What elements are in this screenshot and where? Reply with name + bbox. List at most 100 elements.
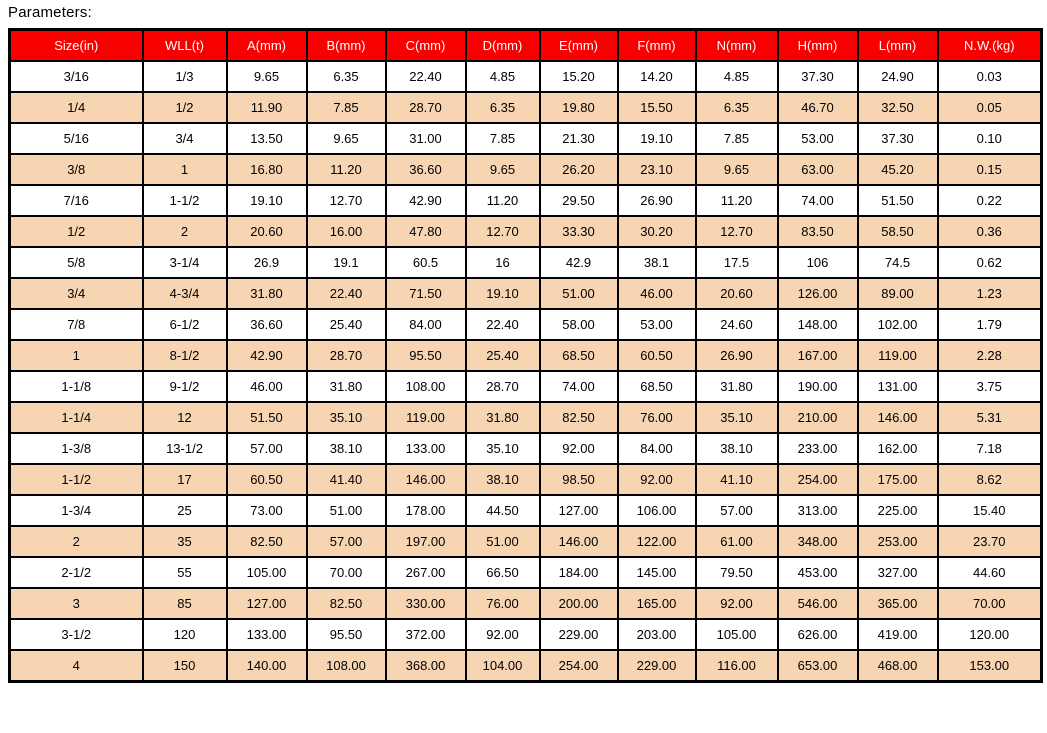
table-cell: 116.00	[694, 649, 779, 683]
table-cell: 254.00	[538, 649, 619, 683]
table-cell: 7/16	[8, 184, 144, 217]
table-cell: 28.70	[384, 91, 467, 124]
table-cell: 3/16	[8, 60, 144, 93]
table-cell: 126.00	[776, 277, 859, 310]
table-cell: 25.40	[464, 339, 541, 372]
table-cell: 84.00	[384, 308, 467, 341]
table-cell: 31.00	[384, 122, 467, 155]
table-cell: 44.50	[464, 494, 541, 527]
table-cell: 0.36	[936, 215, 1043, 248]
table-cell: 3	[8, 587, 144, 620]
table-cell: 82.50	[538, 401, 619, 434]
table-cell: 23.70	[936, 525, 1043, 558]
table-cell: 453.00	[776, 556, 859, 589]
table-cell: 38.10	[305, 432, 387, 465]
table-cell: 21.30	[538, 122, 619, 155]
table-cell: 35	[141, 525, 228, 558]
table-cell: 35.10	[694, 401, 779, 434]
table-cell: 546.00	[776, 587, 859, 620]
header-cell: E(mm)	[538, 28, 619, 62]
table-cell: 71.50	[384, 277, 467, 310]
header-cell: N.W.(kg)	[936, 28, 1043, 62]
table-cell: 26.90	[694, 339, 779, 372]
table-row: 4 150 140.00 108.00 368.00 104.00 254.00 229.00…	[8, 649, 1043, 683]
table-cell: 26.20	[538, 153, 619, 186]
table-cell: 92.00	[616, 463, 697, 496]
table-cell: 25	[141, 494, 228, 527]
table-cell: 7/8	[8, 308, 144, 341]
table-cell: 58.50	[856, 215, 939, 248]
table-cell: 83.50	[776, 215, 859, 248]
table-row: 2-1/2 55 105.00 70.00 267.00 66.50 184.00 145.0…	[8, 556, 1043, 589]
table-cell: 63.00	[776, 153, 859, 186]
table-cell: 7.18	[936, 432, 1043, 465]
table-row: 1/4 1/2 11.90 7.85 28.70 6.35 19.80 15.50 6.35 46…	[8, 91, 1043, 124]
table-cell: 146.00	[856, 401, 939, 434]
table-body: 3/16 1/3 9.65 6.35 22.40 4.85 15.20 14.20 4.85 37…	[8, 60, 1043, 683]
table-cell: 25.40	[305, 308, 387, 341]
table-cell: 127.00	[538, 494, 619, 527]
table-cell: 9-1/2	[141, 370, 228, 403]
table-cell: 1-1/2	[141, 184, 228, 217]
table-cell: 38.10	[464, 463, 541, 496]
table-row: 1-1/4 12 51.50 35.10 119.00 31.80 82.50 76.00 35…	[8, 401, 1043, 434]
parameters-table: Size(in) WLL(t) A(mm) B(mm) C(mm) D(mm) E(mm) F…	[8, 28, 1043, 683]
table-cell: 70.00	[305, 556, 387, 589]
table-cell: 41.10	[694, 463, 779, 496]
table-cell: 1/2	[141, 91, 228, 124]
table-row: 1-3/8 13-1/2 57.00 38.10 133.00 35.10 92.00 84.…	[8, 432, 1043, 465]
table-cell: 106.00	[616, 494, 697, 527]
header-cell: C(mm)	[384, 28, 467, 62]
table-cell: 184.00	[538, 556, 619, 589]
table-cell: 6-1/2	[141, 308, 228, 341]
table-cell: 12	[141, 401, 228, 434]
table-cell: 11.90	[225, 91, 308, 124]
table-cell: 120	[141, 618, 228, 651]
table-cell: 57.00	[225, 432, 308, 465]
table-cell: 46.00	[616, 277, 697, 310]
table-row: 7/16 1-1/2 19.10 12.70 42.90 11.20 29.50 26.90 1…	[8, 184, 1043, 217]
table-cell: 4.85	[464, 60, 541, 93]
table-cell: 19.10	[225, 184, 308, 217]
table-cell: 19.10	[616, 122, 697, 155]
table-cell: 7.85	[305, 91, 387, 124]
table-cell: 200.00	[538, 587, 619, 620]
table-cell: 133.00	[225, 618, 308, 651]
table-cell: 3.75	[936, 370, 1043, 403]
table-cell: 1	[141, 153, 228, 186]
table-cell: 167.00	[776, 339, 859, 372]
page-title: Parameters:	[8, 4, 92, 21]
table-cell: 20.60	[694, 277, 779, 310]
table-cell: 178.00	[384, 494, 467, 527]
table-cell: 51.00	[305, 494, 387, 527]
table-cell: 175.00	[856, 463, 939, 496]
table-cell: 119.00	[384, 401, 467, 434]
header-row: Size(in) WLL(t) A(mm) B(mm) C(mm) D(mm) E(mm) F…	[8, 28, 1043, 62]
table-cell: 6.35	[464, 91, 541, 124]
table-cell: 0.10	[936, 122, 1043, 155]
table-row: 1/2 2 20.60 16.00 47.80 12.70 33.30 30.20 12.70 8…	[8, 215, 1043, 248]
table-cell: 122.00	[616, 525, 697, 558]
table-cell: 108.00	[384, 370, 467, 403]
table-cell: 66.50	[464, 556, 541, 589]
table-cell: 16	[464, 246, 541, 279]
table-cell: 51.00	[464, 525, 541, 558]
table-cell: 16.80	[225, 153, 308, 186]
table-cell: 46.00	[225, 370, 308, 403]
table-cell: 3/4	[141, 122, 228, 155]
table-cell: 32.50	[856, 91, 939, 124]
table-cell: 22.40	[384, 60, 467, 93]
table-cell: 70.00	[936, 587, 1043, 620]
table-cell: 0.15	[936, 153, 1043, 186]
table-row: 3 85 127.00 82.50 330.00 76.00 200.00 165.00 92.…	[8, 587, 1043, 620]
table-cell: 12.70	[694, 215, 779, 248]
table-cell: 42.90	[384, 184, 467, 217]
table-cell: 365.00	[856, 587, 939, 620]
table-cell: 74.5	[856, 246, 939, 279]
table-cell: 1.79	[936, 308, 1043, 341]
table-cell: 368.00	[384, 649, 467, 683]
table-cell: 131.00	[856, 370, 939, 403]
table-cell: 84.00	[616, 432, 697, 465]
table-cell: 15.20	[538, 60, 619, 93]
table-cell: 31.80	[225, 277, 308, 310]
